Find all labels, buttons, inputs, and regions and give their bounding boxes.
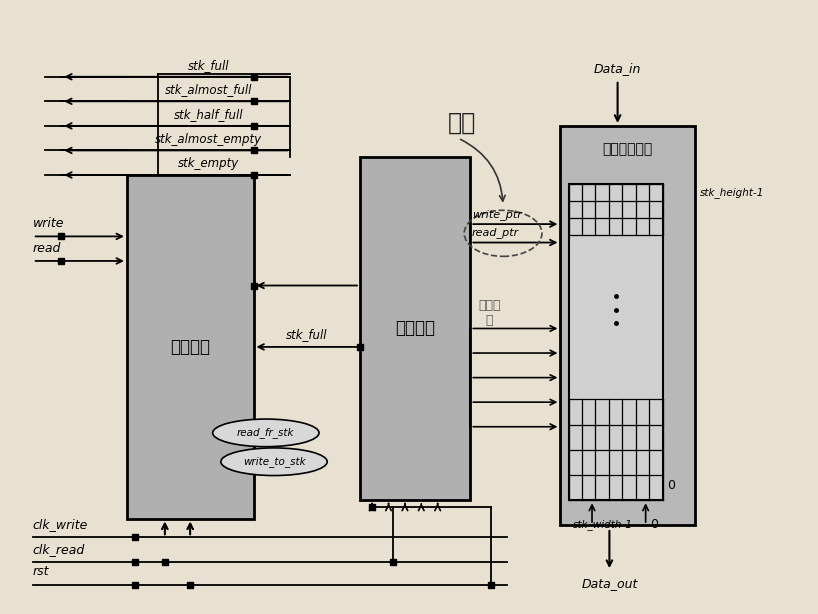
Bar xyxy=(127,175,254,519)
Text: read_fr_stk: read_fr_stk xyxy=(237,427,294,438)
Text: clk_read: clk_read xyxy=(33,543,85,556)
Bar xyxy=(360,157,470,500)
Text: stk_full: stk_full xyxy=(286,328,327,341)
Text: 控制单元: 控制单元 xyxy=(170,338,210,356)
Text: Data_in: Data_in xyxy=(594,63,641,76)
Text: rst: rst xyxy=(33,565,49,578)
Text: stk_almost_empty: stk_almost_empty xyxy=(155,133,262,146)
Ellipse shape xyxy=(213,419,319,447)
Text: read: read xyxy=(33,242,61,255)
Text: write_ptr: write_ptr xyxy=(472,209,522,220)
Text: 读写状
态: 读写状 态 xyxy=(478,299,501,327)
Text: write: write xyxy=(33,217,65,230)
Bar xyxy=(560,126,695,525)
Text: stk_almost_full: stk_almost_full xyxy=(165,84,252,96)
Ellipse shape xyxy=(221,448,327,476)
Text: read_ptr: read_ptr xyxy=(472,227,519,238)
Bar xyxy=(569,184,663,500)
Text: Data_out: Data_out xyxy=(582,577,637,590)
Text: clk_write: clk_write xyxy=(33,518,88,531)
Text: 0: 0 xyxy=(667,478,675,492)
Text: write_to_stk: write_to_stk xyxy=(243,456,305,467)
Text: 0: 0 xyxy=(650,518,658,532)
Text: stk_half_full: stk_half_full xyxy=(174,108,243,121)
Text: stk_height-1: stk_height-1 xyxy=(699,187,764,198)
Text: stk_full: stk_full xyxy=(188,59,229,72)
Text: 数据通路单元: 数据通路单元 xyxy=(603,142,653,156)
Text: stk_width-1: stk_width-1 xyxy=(573,519,632,530)
Text: 状态单元: 状态单元 xyxy=(395,319,435,338)
Text: stk_empty: stk_empty xyxy=(178,157,239,170)
Text: 地址: 地址 xyxy=(448,111,476,135)
